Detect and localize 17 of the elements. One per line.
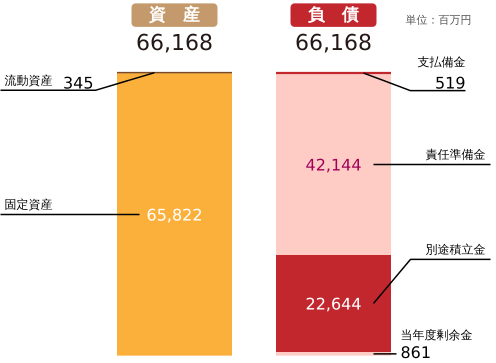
total-label: 66,168	[295, 31, 372, 56]
data-label: 42,144	[306, 156, 362, 175]
text: 支払備金	[418, 55, 466, 70]
data-label: 345	[62, 73, 94, 92]
text: 固定資産	[4, 198, 52, 212]
data-label: 861	[400, 342, 432, 362]
x-tick-label: 資 産	[148, 5, 200, 26]
x-tick-label: 負 債	[308, 5, 359, 26]
text: 単位：百万円	[406, 14, 472, 27]
text: 責任準備金	[426, 148, 486, 162]
data-label: 65,822	[146, 206, 202, 225]
data-label: 22,644	[306, 294, 362, 314]
text: 別途積立金	[426, 242, 486, 256]
total-label: 66,168	[136, 31, 213, 56]
series-label: 当年度剰余金	[400, 328, 472, 342]
data-label: 519	[434, 74, 466, 93]
text: 流動資産	[4, 73, 52, 88]
